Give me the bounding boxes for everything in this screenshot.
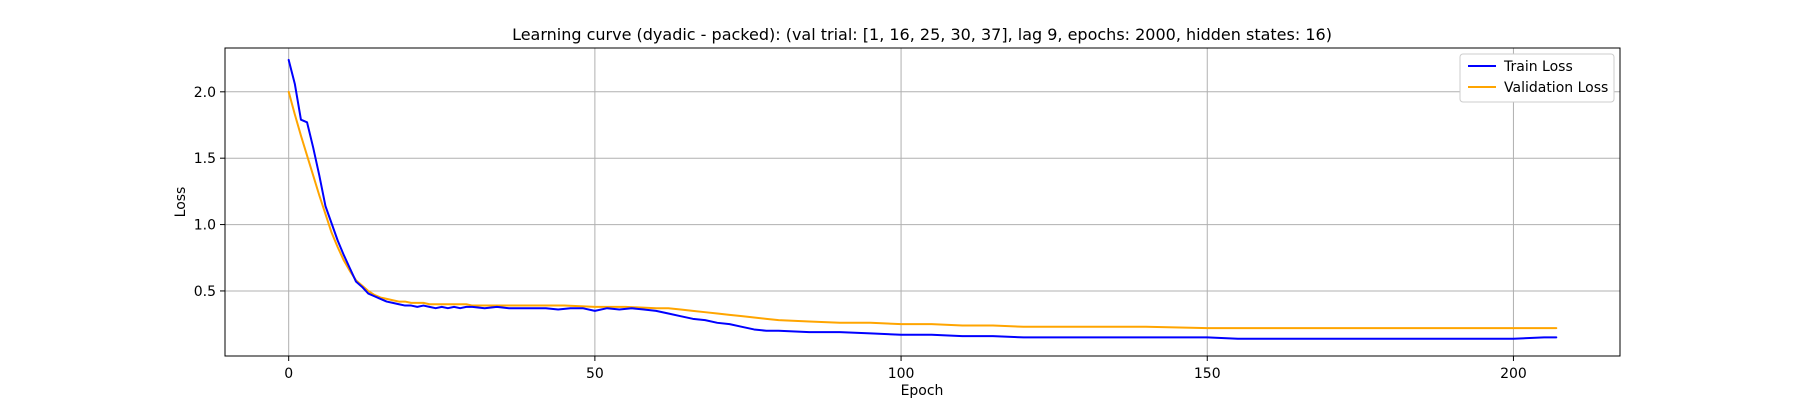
y-tick-label: 0.5: [194, 284, 216, 300]
y-tick-label: 1.0: [194, 218, 216, 234]
grid: [225, 48, 1620, 356]
x-tick-label: 200: [1500, 366, 1527, 382]
y-tick-label: 1.5: [194, 151, 216, 167]
legend: Train Loss Validation Loss: [1459, 53, 1615, 103]
plot-area-frame: [224, 47, 1621, 357]
legend-label-validation-loss: Validation Loss: [1504, 80, 1608, 96]
y-tick-label: 2.0: [194, 85, 216, 101]
y-axis-label: Loss: [173, 187, 189, 218]
x-tick-label: 100: [888, 366, 915, 382]
series-layer: [287, 58, 1558, 340]
x-tick-label: 0: [284, 366, 293, 382]
x-tick-label: 50: [586, 366, 604, 382]
legend-box: [1459, 53, 1615, 103]
x-axis-label: Epoch: [901, 383, 944, 399]
legend-label-train-loss: Train Loss: [1503, 59, 1573, 75]
chart-title: Learning curve (dyadic - packed): (val t…: [512, 25, 1332, 44]
y-axis-ticks: 0.5 1.0 1.5 2.0: [194, 85, 225, 300]
x-axis-ticks: 0 50 100 150 200: [284, 356, 1527, 382]
train-loss-line: [287, 58, 1558, 340]
x-tick-label: 150: [1194, 366, 1221, 382]
